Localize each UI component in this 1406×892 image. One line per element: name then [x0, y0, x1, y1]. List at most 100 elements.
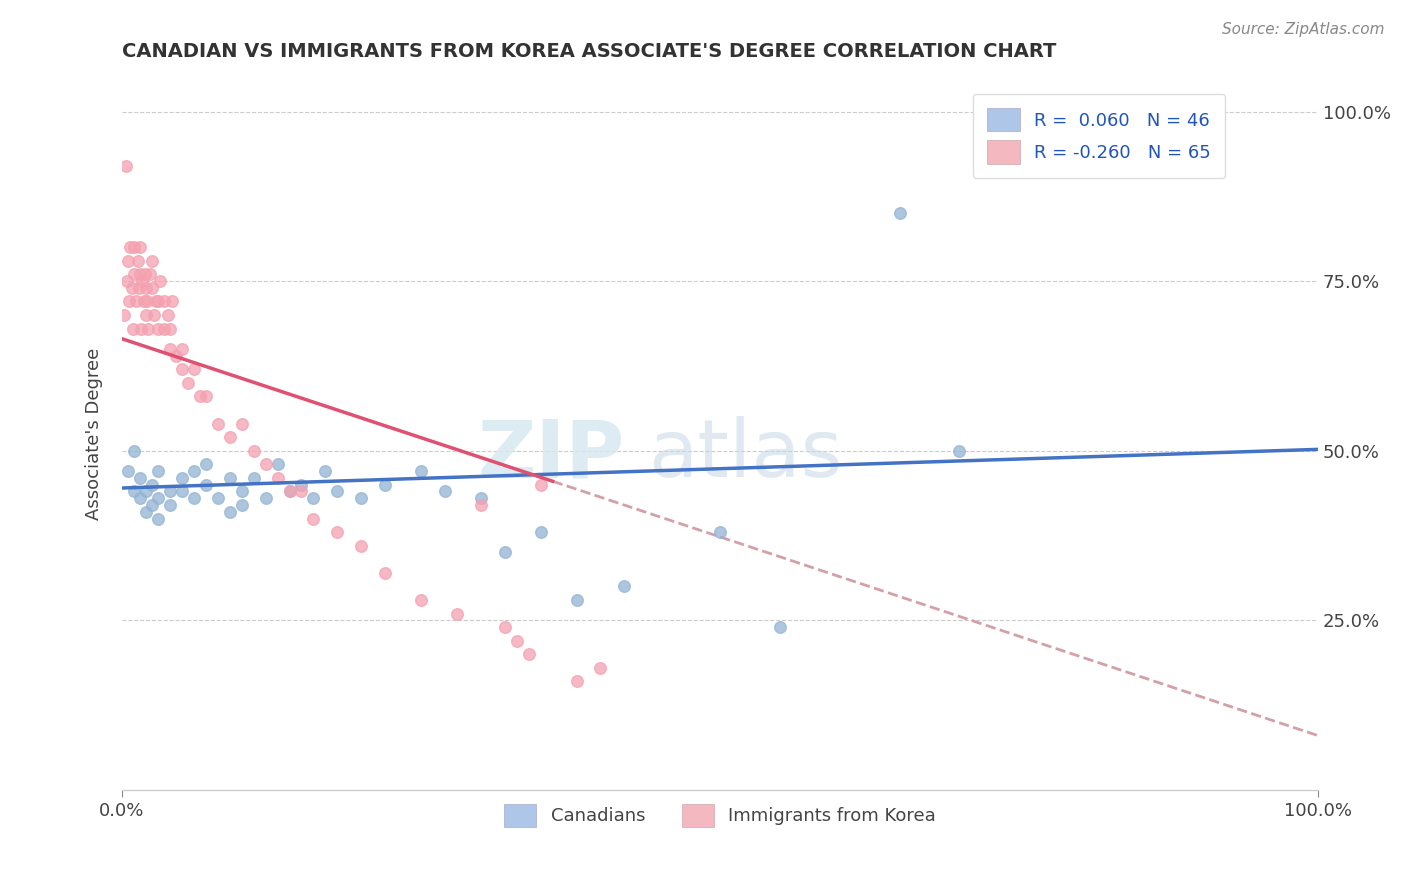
- Point: [118, 294, 141, 309]
- Point: [266, 457, 288, 471]
- Point: [374, 566, 396, 580]
- Point: [290, 477, 312, 491]
- Point: [889, 206, 911, 220]
- Point: [149, 274, 172, 288]
- Text: ZIP: ZIP: [477, 417, 624, 494]
- Point: [183, 362, 205, 376]
- Point: [146, 321, 169, 335]
- Point: [156, 308, 179, 322]
- Point: [115, 274, 138, 288]
- Text: CANADIAN VS IMMIGRANTS FROM KOREA ASSOCIATE'S DEGREE CORRELATION CHART: CANADIAN VS IMMIGRANTS FROM KOREA ASSOCI…: [122, 42, 1056, 61]
- Point: [470, 498, 492, 512]
- Point: [565, 593, 588, 607]
- Point: [326, 525, 349, 540]
- Point: [314, 464, 336, 478]
- Point: [141, 477, 163, 491]
- Y-axis label: Associate's Degree: Associate's Degree: [86, 348, 103, 520]
- Point: [218, 505, 240, 519]
- Text: atlas: atlas: [648, 417, 842, 494]
- Point: [231, 417, 253, 431]
- Point: [290, 484, 312, 499]
- Point: [433, 484, 456, 499]
- Point: [183, 464, 205, 478]
- Point: [125, 294, 148, 309]
- Point: [530, 477, 553, 491]
- Point: [242, 471, 264, 485]
- Point: [117, 253, 139, 268]
- Point: [159, 342, 181, 356]
- Point: [218, 471, 240, 485]
- Point: [302, 491, 325, 506]
- Point: [153, 321, 176, 335]
- Point: [165, 349, 187, 363]
- Point: [326, 484, 349, 499]
- Point: [121, 281, 143, 295]
- Point: [278, 484, 301, 499]
- Point: [194, 389, 217, 403]
- Point: [409, 593, 432, 607]
- Point: [146, 491, 169, 506]
- Point: [122, 484, 145, 499]
- Point: [129, 491, 152, 506]
- Point: [146, 294, 169, 309]
- Point: [302, 511, 325, 525]
- Point: [121, 321, 143, 335]
- Point: [122, 268, 145, 282]
- Point: [122, 443, 145, 458]
- Point: [170, 484, 193, 499]
- Point: [146, 464, 169, 478]
- Point: [141, 281, 163, 295]
- Point: [135, 281, 157, 295]
- Point: [170, 471, 193, 485]
- Point: [254, 457, 277, 471]
- Point: [194, 457, 217, 471]
- Point: [162, 294, 184, 309]
- Point: [517, 647, 540, 661]
- Point: [207, 417, 229, 431]
- Point: [231, 484, 253, 499]
- Point: [143, 308, 166, 322]
- Point: [231, 498, 253, 512]
- Point: [470, 491, 492, 506]
- Point: [120, 240, 142, 254]
- Point: [177, 376, 200, 390]
- Point: [613, 579, 636, 593]
- Point: [374, 477, 396, 491]
- Point: [446, 607, 468, 621]
- Point: [145, 294, 167, 309]
- Point: [409, 464, 432, 478]
- Point: [135, 308, 157, 322]
- Point: [146, 511, 169, 525]
- Point: [153, 294, 176, 309]
- Point: [129, 471, 152, 485]
- Point: [135, 505, 157, 519]
- Point: [278, 484, 301, 499]
- Point: [948, 443, 970, 458]
- Point: [254, 491, 277, 506]
- Point: [135, 484, 157, 499]
- Point: [266, 471, 288, 485]
- Point: [242, 443, 264, 458]
- Point: [129, 321, 152, 335]
- Point: [129, 268, 152, 282]
- Point: [506, 633, 529, 648]
- Point: [207, 491, 229, 506]
- Point: [170, 362, 193, 376]
- Point: [589, 661, 612, 675]
- Point: [117, 464, 139, 478]
- Point: [129, 240, 152, 254]
- Point: [141, 498, 163, 512]
- Point: [188, 389, 211, 403]
- Legend: Canadians, Immigrants from Korea: Canadians, Immigrants from Korea: [496, 797, 943, 834]
- Point: [565, 674, 588, 689]
- Point: [194, 477, 217, 491]
- Point: [134, 268, 156, 282]
- Point: [141, 253, 163, 268]
- Point: [132, 294, 155, 309]
- Point: [127, 253, 149, 268]
- Point: [114, 308, 136, 322]
- Point: [159, 484, 181, 499]
- Point: [350, 491, 373, 506]
- Point: [218, 430, 240, 444]
- Point: [494, 620, 516, 634]
